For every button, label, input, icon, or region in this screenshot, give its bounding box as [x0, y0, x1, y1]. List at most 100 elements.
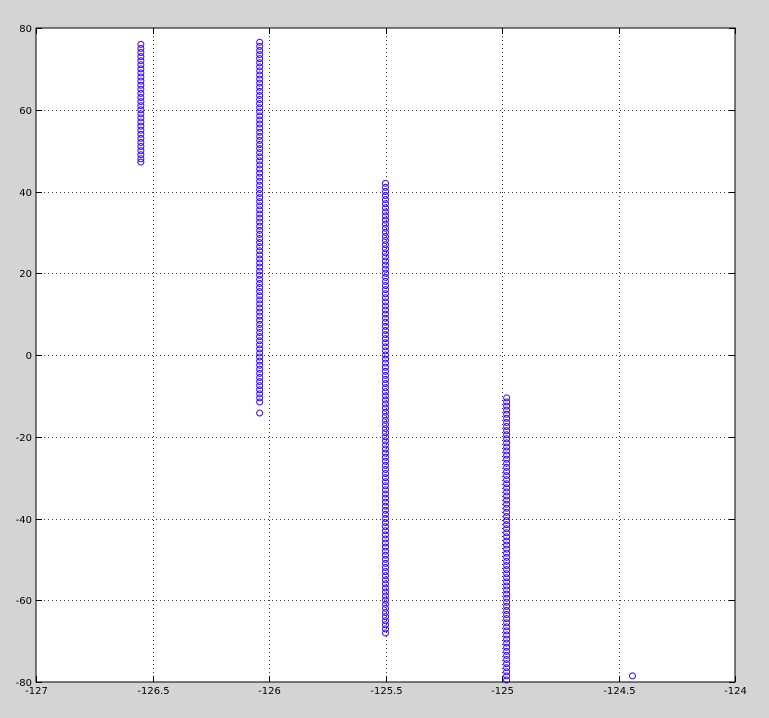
- data-point: [256, 409, 264, 417]
- data-point: [256, 304, 264, 312]
- data-point: [256, 161, 264, 169]
- data-point: [137, 151, 145, 159]
- data-point: [382, 604, 389, 612]
- data-point: [256, 181, 264, 189]
- data-point: [137, 73, 145, 81]
- data-point: [137, 85, 145, 93]
- data-point: [382, 400, 389, 408]
- data-point: [382, 282, 389, 290]
- data-point: [256, 316, 264, 324]
- data-point: [137, 40, 145, 48]
- data-point: [382, 371, 389, 379]
- data-point: [256, 337, 264, 345]
- data-point: [256, 79, 264, 87]
- series-column-2: [256, 38, 264, 417]
- data-point: [256, 169, 264, 177]
- data-point: [137, 57, 145, 65]
- data-point: [503, 639, 511, 647]
- y-tick-label: 80: [19, 24, 32, 35]
- data-point: [382, 568, 389, 576]
- data-point: [382, 523, 389, 531]
- x-tick-labels: -127 -126.5 -126 -125.5 -125 -124.5 -124: [25, 686, 747, 697]
- data-point: [382, 474, 389, 482]
- data-point: [503, 574, 511, 582]
- data-point: [256, 329, 264, 337]
- data-point: [503, 472, 511, 480]
- data-point: [382, 269, 389, 277]
- data-point: [382, 355, 389, 363]
- data-point: [256, 394, 264, 402]
- data-point: [256, 75, 264, 83]
- data-point: [382, 506, 389, 514]
- data-point: [382, 559, 389, 567]
- data-point: [137, 89, 145, 97]
- y-tick-label: -20: [16, 433, 32, 444]
- data-point: [382, 188, 389, 195]
- data-point: [256, 345, 264, 353]
- data-point: [382, 425, 389, 433]
- data-point: [382, 224, 389, 232]
- data-point: [382, 367, 389, 375]
- data-point: [256, 38, 264, 46]
- data-point: [256, 279, 264, 287]
- data-point: [382, 265, 389, 273]
- data-point: [256, 308, 264, 316]
- data-point: [137, 93, 145, 101]
- data-point: [256, 259, 264, 267]
- data-point: [256, 341, 264, 349]
- data-point: [382, 220, 389, 228]
- data-point: [256, 230, 264, 238]
- data-point: [256, 296, 264, 304]
- data-point: [503, 541, 511, 549]
- data-point: [256, 320, 264, 328]
- data-point: [256, 324, 264, 332]
- data-point: [256, 210, 264, 218]
- data-point: [137, 110, 145, 118]
- data-point: [137, 69, 145, 77]
- data-point: [382, 318, 389, 326]
- data-point: [382, 416, 389, 424]
- data-point: [256, 284, 264, 292]
- data-point: [382, 286, 389, 294]
- data-point: [382, 396, 389, 404]
- data-point: [256, 63, 264, 71]
- data-point: [382, 461, 389, 469]
- data-point: [382, 535, 389, 543]
- data-point: [137, 114, 145, 122]
- data-point: [382, 555, 389, 563]
- data-point: [137, 49, 145, 57]
- data-point: [382, 363, 389, 371]
- data-point: [503, 594, 511, 602]
- data-point: [382, 343, 389, 351]
- data-point: [382, 192, 389, 200]
- data-point: [382, 408, 389, 416]
- data-point: [256, 226, 264, 234]
- data-point: [256, 108, 264, 116]
- tick-marks: [36, 28, 736, 683]
- data-point: [256, 312, 264, 320]
- x-tick-label: -127: [25, 686, 48, 697]
- data-point: [503, 476, 511, 484]
- data-point: [256, 91, 264, 99]
- data-point: [503, 463, 511, 471]
- series-column-1: [137, 40, 145, 166]
- data-point: [382, 588, 389, 596]
- data-point: [503, 578, 511, 586]
- data-point: [503, 480, 511, 488]
- data-point: [382, 310, 389, 318]
- data-point: [503, 611, 511, 619]
- series-single-point: [628, 672, 636, 680]
- data-point: [137, 130, 145, 138]
- data-point: [503, 418, 511, 426]
- data-point: [382, 347, 389, 355]
- data-point: [256, 292, 264, 300]
- data-point: [382, 232, 389, 240]
- data-point: [382, 404, 389, 412]
- data-point: [382, 294, 389, 302]
- data-point: [503, 423, 511, 431]
- data-point: [382, 331, 389, 339]
- y-tick-label: 40: [19, 188, 32, 199]
- data-point: [382, 539, 389, 547]
- data-point: [256, 206, 264, 214]
- data-point: [256, 382, 264, 390]
